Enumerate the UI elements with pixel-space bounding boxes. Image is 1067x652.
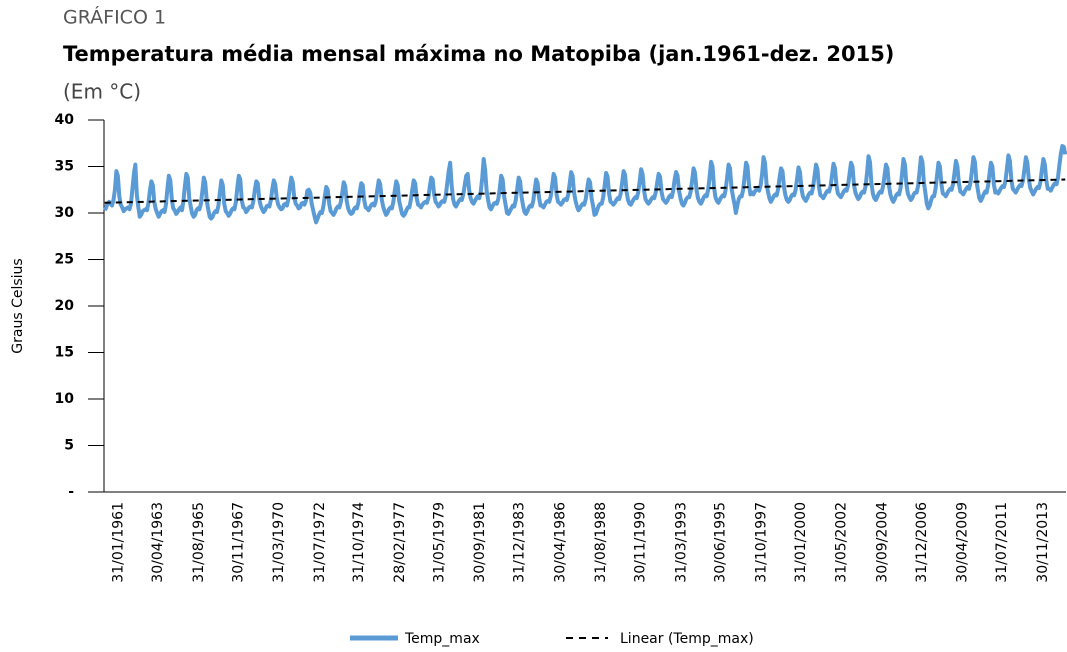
chart-title: Temperatura média mensal máxima no Matop… [63, 42, 894, 66]
data-line [102, 144, 1067, 225]
y-tick-label: 15 [55, 345, 74, 361]
x-tick-label: 30/11/1990 [633, 502, 649, 583]
x-tick-label: 30/09/2004 [874, 502, 890, 583]
x-tick-label: 31/07/1972 [312, 502, 328, 583]
x-tick-label: 31/12/2006 [914, 502, 930, 583]
y-tick-label: 5 [64, 438, 74, 454]
x-tick-label: 30/11/1967 [230, 502, 246, 583]
x-tick-label: 31/10/1997 [754, 502, 770, 583]
y-tick-label: 35 [55, 159, 74, 175]
x-tick-label: 30/04/1986 [552, 502, 568, 583]
x-tick-label: 31/05/1979 [431, 502, 447, 583]
y-tick-label: 10 [55, 391, 75, 407]
x-tick-label: 31/01/1961 [111, 502, 127, 583]
x-tick-label: 31/01/2000 [793, 502, 809, 583]
x-tick-label: 31/08/1988 [593, 502, 609, 583]
y-tick-label: 30 [55, 205, 75, 221]
x-tick-label: 31/03/1993 [673, 502, 689, 583]
legend-label: Linear (Temp_max) [620, 631, 754, 647]
chart-label: GRÁFICO 1 [63, 6, 166, 29]
x-tick-label: 30/09/1981 [472, 502, 488, 583]
x-tick-label: 31/08/1965 [191, 502, 207, 583]
y-tick-label: 25 [55, 252, 74, 268]
x-tick-label: 31/03/1970 [271, 502, 287, 583]
x-tick-label: 30/06/1995 [713, 502, 729, 583]
chart-subtitle: (Em °C) [63, 80, 141, 104]
x-tick-label: 30/11/2013 [1035, 502, 1051, 583]
y-tick-label: 20 [55, 298, 75, 314]
x-tick-label: 30/04/2009 [955, 502, 971, 583]
y-tick-label: 40 [55, 112, 75, 128]
x-tick-label: 31/10/1974 [351, 502, 367, 583]
x-tick-label: 31/07/2011 [994, 502, 1010, 583]
x-tick-label: 28/02/1977 [392, 502, 408, 583]
x-tick-label: 31/05/2002 [834, 502, 850, 583]
legend-label: Temp_max [404, 631, 480, 647]
x-tick-label: 31/12/1983 [512, 502, 528, 583]
x-tick-label: 30/04/1963 [150, 502, 166, 583]
y-axis-label: Graus Celsius [10, 258, 26, 353]
y-tick-label: - [68, 484, 74, 500]
